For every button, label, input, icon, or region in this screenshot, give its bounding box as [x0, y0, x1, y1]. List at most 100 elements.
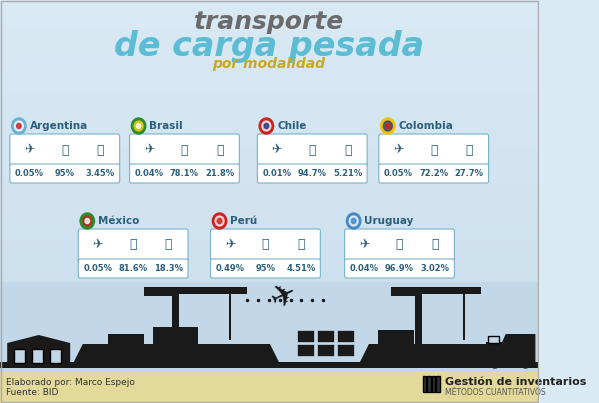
Text: Colombia: Colombia	[398, 121, 453, 131]
Text: 78.1%: 78.1%	[170, 169, 199, 178]
Polygon shape	[415, 287, 422, 344]
FancyBboxPatch shape	[32, 349, 43, 363]
FancyBboxPatch shape	[211, 229, 320, 261]
Circle shape	[17, 123, 21, 129]
Text: Chile: Chile	[277, 121, 307, 131]
Text: ✈: ✈	[225, 239, 235, 251]
FancyBboxPatch shape	[14, 349, 25, 363]
Circle shape	[134, 121, 143, 131]
Text: transporte: transporte	[194, 10, 344, 34]
Polygon shape	[172, 287, 247, 294]
Text: 94.7%: 94.7%	[298, 169, 326, 178]
Text: Gestión de inventarios: Gestión de inventarios	[444, 377, 586, 387]
Polygon shape	[415, 287, 482, 294]
Text: 🚚: 🚚	[308, 143, 316, 156]
Polygon shape	[172, 287, 179, 344]
Circle shape	[213, 213, 227, 229]
Text: Argentina: Argentina	[30, 121, 88, 131]
Polygon shape	[229, 294, 231, 340]
Text: 0.01%: 0.01%	[262, 169, 291, 178]
Text: 0.05%: 0.05%	[83, 264, 112, 273]
Text: 🚚: 🚚	[61, 143, 68, 156]
Text: 🚃: 🚃	[431, 239, 438, 251]
Circle shape	[489, 356, 500, 368]
Text: 21.8%: 21.8%	[205, 169, 234, 178]
Text: ✈: ✈	[393, 143, 404, 156]
Text: ✈: ✈	[92, 239, 103, 251]
FancyBboxPatch shape	[379, 164, 489, 183]
FancyBboxPatch shape	[317, 330, 334, 342]
Circle shape	[217, 218, 222, 224]
FancyBboxPatch shape	[10, 134, 120, 166]
Circle shape	[386, 123, 390, 129]
Text: 95%: 95%	[255, 264, 276, 273]
Circle shape	[12, 118, 26, 134]
Text: de carga pesada: de carga pesada	[114, 30, 424, 63]
FancyBboxPatch shape	[344, 229, 455, 261]
Text: 🚃: 🚃	[344, 143, 352, 156]
Text: MÉTODOS CUANTITATIVOS: MÉTODOS CUANTITATIVOS	[444, 388, 545, 397]
Polygon shape	[486, 334, 536, 362]
Text: Brasil: Brasil	[149, 121, 183, 131]
FancyBboxPatch shape	[297, 344, 314, 356]
FancyBboxPatch shape	[78, 229, 188, 261]
Circle shape	[131, 118, 146, 134]
Text: 0.05%: 0.05%	[15, 169, 44, 178]
Polygon shape	[108, 334, 144, 344]
FancyBboxPatch shape	[337, 330, 353, 342]
Polygon shape	[0, 362, 539, 368]
Text: 96.9%: 96.9%	[385, 264, 414, 273]
Text: 🚃: 🚃	[465, 143, 473, 156]
Circle shape	[14, 121, 23, 131]
Text: México: México	[98, 216, 140, 226]
Text: 🚚: 🚚	[262, 239, 269, 251]
Text: Fuente: BID: Fuente: BID	[7, 388, 59, 397]
Circle shape	[349, 216, 358, 226]
Text: Uruguay: Uruguay	[364, 216, 414, 226]
Polygon shape	[378, 330, 414, 344]
FancyBboxPatch shape	[0, 371, 539, 403]
Circle shape	[137, 123, 141, 129]
FancyBboxPatch shape	[379, 134, 489, 166]
Text: 4.51%: 4.51%	[286, 264, 316, 273]
Text: 18.3%: 18.3%	[154, 264, 183, 273]
Text: ✈: ✈	[266, 278, 301, 316]
Polygon shape	[391, 287, 415, 296]
FancyBboxPatch shape	[488, 336, 500, 343]
Circle shape	[259, 118, 274, 134]
Text: 0.04%: 0.04%	[135, 169, 164, 178]
Text: ✈: ✈	[359, 239, 370, 251]
FancyBboxPatch shape	[129, 164, 240, 183]
Text: 🚚: 🚚	[181, 143, 188, 156]
Polygon shape	[144, 287, 172, 296]
Text: 0.05%: 0.05%	[384, 169, 413, 178]
Polygon shape	[153, 327, 198, 344]
FancyBboxPatch shape	[317, 344, 334, 356]
FancyBboxPatch shape	[344, 259, 455, 278]
FancyBboxPatch shape	[437, 376, 440, 392]
Circle shape	[80, 213, 95, 229]
Text: ✈: ✈	[144, 143, 155, 156]
Text: 🚃: 🚃	[96, 143, 104, 156]
Polygon shape	[7, 335, 70, 362]
Circle shape	[346, 213, 361, 229]
Circle shape	[262, 121, 271, 131]
Text: 5.21%: 5.21%	[333, 169, 362, 178]
Circle shape	[352, 218, 356, 224]
Text: 🚃: 🚃	[216, 143, 223, 156]
Text: 🚚: 🚚	[430, 143, 437, 156]
Circle shape	[520, 356, 531, 368]
Text: ✈: ✈	[24, 143, 35, 156]
Text: 🚚: 🚚	[129, 239, 137, 251]
Text: 🚃: 🚃	[165, 239, 173, 251]
FancyBboxPatch shape	[423, 376, 426, 392]
FancyBboxPatch shape	[211, 259, 320, 278]
FancyBboxPatch shape	[129, 134, 240, 166]
Circle shape	[383, 121, 392, 131]
Circle shape	[380, 118, 395, 134]
FancyBboxPatch shape	[337, 344, 353, 356]
FancyBboxPatch shape	[50, 349, 61, 363]
FancyBboxPatch shape	[432, 376, 435, 392]
Polygon shape	[74, 344, 279, 362]
Text: 0.49%: 0.49%	[216, 264, 244, 273]
